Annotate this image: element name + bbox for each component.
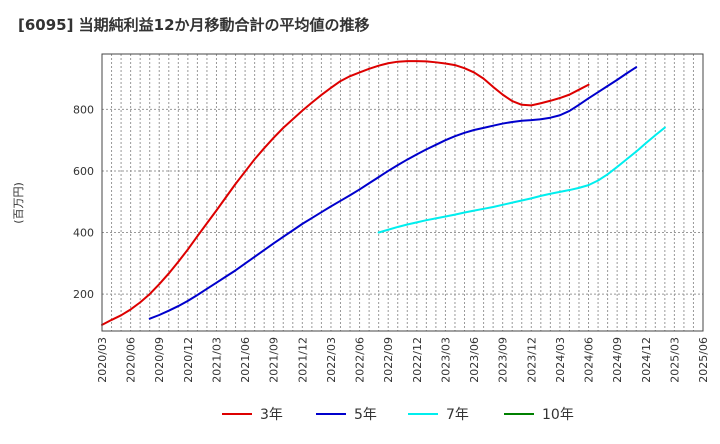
x-tick-label: 2025/06 [697, 337, 710, 383]
x-tick-label: 2023/03 [439, 337, 452, 383]
x-tick-label: 2020/06 [125, 337, 138, 383]
plot-border [101, 53, 704, 332]
series-line-7年 [377, 126, 666, 234]
x-tick-label: 2024/09 [611, 337, 624, 383]
y-tick-labels: 200 400 600 800 [73, 103, 94, 301]
series-line-3年 [101, 60, 590, 326]
x-tick-label: 2021/06 [239, 337, 252, 383]
grid-lines [102, 54, 703, 331]
x-tick-label: 2023/06 [468, 337, 481, 383]
x-tick-label: 2022/09 [382, 337, 395, 383]
legend-label-5年: 5年 [354, 407, 377, 423]
x-tick-label: 2025/03 [668, 337, 681, 383]
plot-frame [101, 53, 704, 332]
x-tick-label: 2024/03 [554, 337, 567, 383]
x-tick-label: 2022/06 [354, 337, 367, 383]
legend: 3年 5年 7年 10年 [222, 407, 574, 423]
x-tick-label: 2024/06 [583, 337, 596, 383]
series-lines [101, 60, 666, 326]
y-tick-label: 600 [73, 165, 94, 178]
x-tick-label: 2021/09 [268, 337, 281, 383]
x-tick-label: 2022/03 [325, 337, 338, 383]
legend-label-3年: 3年 [260, 407, 283, 423]
plot-area [102, 54, 703, 331]
y-tick-label: 200 [73, 288, 94, 301]
chart-title: [6095] 当期純利益12か月移動合計の平均値の推移 [18, 16, 370, 34]
legend-label-10年: 10年 [542, 407, 574, 423]
legend-label-7年: 7年 [446, 407, 469, 423]
x-tick-labels: 2020/03 2020/06 2020/09 2020/12 2021/03 2021/… [96, 337, 710, 383]
y-tick-label: 400 [73, 227, 94, 240]
x-tick-label: 2022/12 [411, 337, 424, 383]
x-tick-label: 2021/12 [296, 337, 309, 383]
x-tick-label: 2024/12 [640, 337, 653, 383]
series-line-5年 [148, 66, 638, 320]
x-tick-label: 2023/12 [525, 337, 538, 383]
y-tick-label: 800 [73, 103, 94, 116]
plot-background [102, 54, 703, 331]
x-tick-label: 2021/03 [210, 337, 223, 383]
x-tick-label: 2023/09 [497, 337, 510, 383]
x-tick-label: 2020/03 [96, 337, 109, 383]
y-axis-label: (百万円) [12, 182, 25, 224]
x-tick-label: 2020/12 [182, 337, 195, 383]
x-tick-label: 2020/09 [153, 337, 166, 383]
